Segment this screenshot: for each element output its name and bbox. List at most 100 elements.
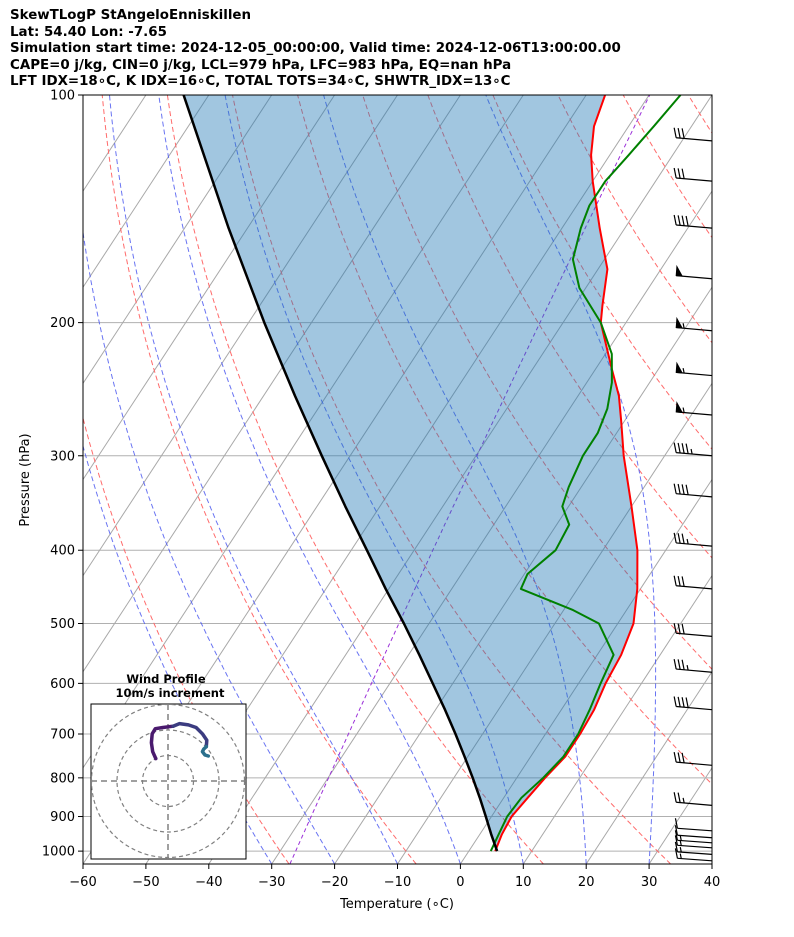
isotherm-line	[83, 95, 273, 385]
y-tick-label: 400	[50, 544, 75, 559]
barb-full	[673, 752, 677, 763]
dry-adiabat-line	[166, 95, 544, 864]
wind-barb	[673, 752, 713, 766]
hodograph-inset	[90, 703, 247, 860]
hodograph-plot	[91, 704, 246, 859]
barb-full	[681, 215, 685, 226]
isotherm-line	[271, 190, 712, 864]
wind-barb	[674, 818, 713, 832]
x-axis-label: Temperature (∘C)	[339, 897, 454, 912]
mixing-ratio-line	[289, 95, 651, 864]
barb-staff	[677, 857, 713, 862]
wind-barb	[673, 532, 713, 547]
y-tick-label: 900	[50, 810, 75, 825]
barb-flag	[675, 401, 683, 413]
hodograph-trace	[171, 721, 209, 749]
y-tick-label: 100	[50, 89, 75, 104]
barb-flag	[675, 316, 683, 329]
x-tick-label: 30	[641, 875, 658, 890]
dry-adiabat-line	[362, 95, 712, 671]
barb-full	[677, 483, 681, 495]
y-tick-label: 700	[50, 727, 75, 742]
x-tick-label: −10	[384, 875, 411, 890]
barb-full	[685, 484, 689, 495]
barb-staff	[677, 844, 713, 849]
barb-staff	[676, 761, 713, 766]
barb-half	[690, 448, 693, 455]
y-tick-label: 800	[50, 771, 75, 786]
isotherm-line	[208, 95, 712, 864]
barb-full	[681, 128, 685, 139]
barb-half	[686, 538, 689, 545]
wind-barb	[674, 841, 713, 855]
cape-shade	[183, 95, 638, 852]
barb-full	[673, 575, 677, 586]
wind-barb	[675, 361, 713, 377]
barb-staff	[676, 542, 713, 547]
barb-half	[682, 797, 685, 804]
profile-lines	[182, 95, 682, 852]
barb-staff	[676, 632, 713, 637]
simulation-time-line: Simulation start time: 2024-12-05_00:00:…	[10, 41, 621, 56]
barb-full	[677, 659, 681, 670]
barb-full	[673, 483, 677, 494]
wind-barb	[674, 848, 713, 862]
barb-half	[679, 835, 682, 841]
y-tick-label: 600	[50, 677, 75, 692]
wind-barb	[673, 483, 713, 498]
barb-staff	[676, 177, 713, 182]
barb-full	[673, 127, 677, 138]
x-tick-label: 20	[578, 875, 595, 890]
moist-adiabat-line	[224, 95, 524, 864]
barb-full	[674, 818, 679, 829]
x-tick-label: −60	[69, 875, 96, 890]
y-tick-label: 1000	[42, 845, 75, 860]
wind-barb	[673, 214, 713, 229]
isotherm-line	[83, 95, 398, 577]
barb-half	[679, 840, 682, 846]
station-title: SkewTLogP StAngeloEnniskillen	[10, 8, 252, 23]
cape-shaded-area	[183, 95, 638, 852]
barb-full	[681, 533, 685, 544]
isotherm-line	[648, 766, 712, 864]
moist-adiabat-line	[158, 95, 461, 864]
parcel-line	[182, 95, 499, 852]
x-tick-label: 0	[456, 875, 464, 890]
barb-half	[686, 665, 689, 671]
barb-full	[677, 168, 681, 179]
barb-full	[681, 576, 685, 587]
x-tick-label: −50	[132, 875, 159, 890]
barb-full	[674, 848, 679, 859]
barb-staff	[677, 839, 713, 844]
barb-full	[677, 792, 681, 803]
barb-staff	[676, 224, 713, 229]
dry-adiabat-line	[101, 95, 417, 864]
isotherm-line	[522, 574, 712, 864]
barb-full	[673, 442, 677, 453]
wind-barb	[675, 264, 713, 280]
y-tick-label: 200	[50, 316, 75, 331]
dewpoint-line	[489, 95, 682, 852]
wind-barb	[675, 316, 713, 332]
isotherm-line	[397, 382, 712, 864]
barb-flag	[675, 361, 683, 374]
barb-staff	[676, 801, 713, 806]
moist-adiabat-line	[83, 444, 273, 864]
barb-full	[681, 659, 685, 670]
x-tick-label: 40	[704, 875, 721, 890]
barb-full	[677, 442, 681, 454]
barb-full	[673, 623, 677, 634]
moist-adiabat-line	[109, 95, 398, 864]
barb-full	[685, 697, 689, 708]
barb-full	[674, 830, 679, 841]
moist-adiabat-line	[83, 229, 336, 864]
barb-full	[677, 215, 681, 226]
barb-full	[681, 623, 685, 635]
barb-full	[681, 752, 685, 763]
barb-full	[677, 533, 681, 544]
isotherm-line	[334, 286, 712, 864]
barb-staff	[677, 834, 713, 839]
dry-adiabat-line	[83, 416, 290, 864]
barb-flag	[675, 264, 683, 277]
